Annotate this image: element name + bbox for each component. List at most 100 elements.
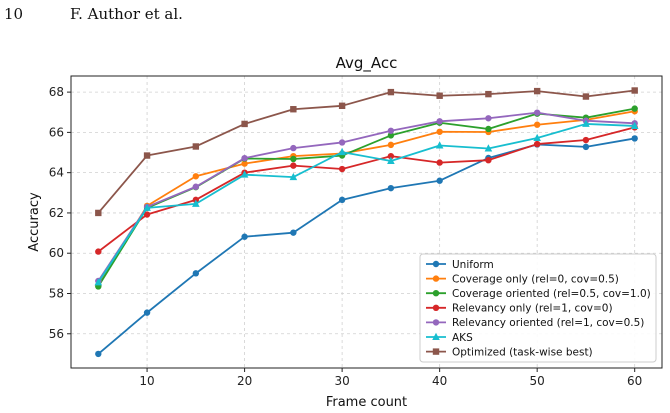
data-point — [631, 105, 638, 112]
legend-marker — [432, 304, 440, 311]
data-point — [533, 133, 541, 142]
legend-label: Relevancy oriented (rel=1, cov=0.5) — [452, 317, 644, 329]
series-line — [97, 111, 635, 282]
data-point — [533, 87, 541, 95]
x-tick-label: 10 — [139, 374, 154, 388]
data-point — [387, 184, 395, 192]
data-point — [338, 147, 346, 156]
legend-label: Relevancy only (rel=1, cov=0) — [452, 303, 613, 315]
x-tick-label: 40 — [432, 374, 447, 388]
legend-entry: Relevancy only (rel=1, cov=0) — [426, 303, 613, 315]
data-point — [484, 144, 493, 152]
data-point — [436, 92, 443, 99]
data-point — [533, 121, 541, 128]
data-point — [435, 141, 444, 149]
data-point — [240, 170, 249, 178]
data-point — [485, 115, 492, 122]
data-point — [582, 136, 590, 144]
data-point — [582, 93, 590, 100]
legend-marker — [432, 290, 440, 297]
legend-entry: Coverage only (rel=0, cov=0.5) — [426, 273, 619, 285]
data-point — [387, 156, 395, 164]
legend-label: AKS — [452, 332, 473, 344]
data-point — [387, 88, 395, 96]
plot-frame — [70, 75, 663, 369]
page-header: 10 F. Author et al. — [0, 0, 670, 40]
data-point — [95, 248, 102, 255]
y-axis-label: Accuracy — [27, 192, 42, 252]
legend-marker — [432, 348, 440, 355]
y-tick-label: 64 — [49, 166, 64, 180]
y-tick-label: 60 — [49, 246, 64, 260]
data-point — [95, 350, 102, 358]
data-point — [436, 118, 443, 125]
legend-label: Uniform — [452, 259, 494, 271]
legend-label: Coverage only (rel=0, cov=0.5) — [452, 273, 619, 285]
legend-marker — [432, 319, 440, 326]
legend-label: Optimized (task-wise best) — [452, 346, 593, 358]
legend-entry: Uniform — [426, 259, 494, 271]
x-tick-label: 20 — [237, 374, 252, 388]
series-line — [97, 123, 635, 283]
series-5 — [94, 119, 639, 286]
data-point — [582, 143, 590, 151]
legend-marker — [432, 332, 440, 340]
data-point — [631, 135, 638, 142]
data-point — [436, 159, 443, 166]
chart-title: Avg_Acc — [336, 54, 398, 73]
legend-entry: Coverage oriented (rel=0.5, cov=1.0) — [426, 288, 651, 300]
data-point — [95, 209, 102, 217]
data-point — [192, 199, 200, 207]
ticks: 10 20 30 40 50 60 56 58 60 62 64 66 68 — [49, 85, 643, 388]
data-point — [192, 143, 200, 150]
data-point — [387, 127, 395, 134]
data-point — [192, 173, 200, 180]
legend-label: Coverage oriented (rel=0.5, cov=1.0) — [452, 288, 651, 300]
data-point — [290, 155, 297, 163]
data-point — [631, 87, 638, 94]
y-tick-label: 56 — [49, 327, 64, 341]
data-point — [290, 144, 297, 152]
data-point — [192, 183, 200, 190]
data-point — [630, 121, 639, 129]
legend-entry: Optimized (task-wise best) — [426, 346, 593, 358]
x-tick-label: 30 — [334, 374, 349, 388]
data-point — [338, 139, 346, 146]
series-3 — [95, 124, 638, 255]
data-point — [290, 106, 297, 113]
data-point — [338, 165, 346, 173]
series-line — [97, 89, 635, 214]
legend-marker — [432, 260, 440, 268]
data-point — [485, 90, 492, 98]
data-point — [241, 233, 248, 240]
x-axis-label: Frame count — [326, 395, 407, 410]
data-point — [192, 270, 200, 277]
data-point — [143, 211, 151, 218]
data-point — [241, 160, 248, 167]
legend-marker — [432, 275, 440, 282]
series-6 — [95, 87, 638, 217]
legend-entry: AKS — [426, 332, 473, 344]
series-layer — [94, 87, 639, 358]
legend-entry: Relevancy oriented (rel=1, cov=0.5) — [426, 317, 644, 329]
series-line — [97, 137, 635, 355]
y-tick-label: 62 — [49, 206, 64, 220]
running-header-author: F. Author et al. — [70, 5, 183, 23]
y-tick-label: 58 — [49, 286, 64, 300]
data-point — [290, 229, 297, 236]
x-tick-label: 50 — [530, 374, 545, 388]
data-point — [241, 154, 248, 162]
page-number: 10 — [4, 5, 24, 23]
data-point — [533, 109, 541, 116]
y-tick-label: 68 — [49, 85, 64, 99]
data-point — [94, 278, 103, 286]
data-point — [436, 128, 443, 135]
series-line — [97, 126, 635, 253]
data-point — [436, 177, 443, 184]
legend-box — [419, 253, 657, 363]
data-point — [485, 125, 492, 133]
data-point — [289, 172, 298, 181]
data-point — [338, 196, 346, 204]
data-point — [338, 102, 346, 110]
